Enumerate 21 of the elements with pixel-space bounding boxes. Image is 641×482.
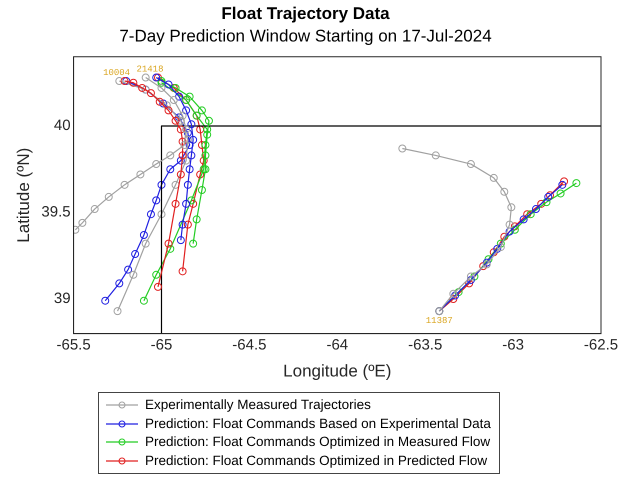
y-tick-label: 39: [54, 290, 71, 308]
legend-label: Experimentally Measured Trajectories: [145, 397, 371, 412]
x-tick-label: -64: [326, 336, 348, 354]
x-tick-label: -65.5: [56, 336, 91, 354]
chart-subtitle: 7-Day Prediction Window Starting on 17-Jul-2024: [119, 26, 492, 46]
annotation: 21418: [136, 64, 164, 74]
x-tick-label: -63: [502, 336, 524, 354]
x-tick-label: -64.5: [232, 336, 266, 354]
annotation: 11387: [426, 316, 453, 326]
legend-label: Prediction: Float Commands Optimized in Measured Flow: [145, 434, 490, 449]
y-axis-title: Latitude (ºN): [14, 148, 33, 243]
chart-title: Float Trajectory Data: [221, 4, 390, 23]
x-tick-label: -63.5: [408, 336, 442, 354]
x-axis-title: Longitude (ºE): [283, 361, 392, 380]
y-tick-label: 40: [54, 117, 71, 134]
annotation: 10004: [103, 68, 130, 78]
x-tick-label: -62.5: [584, 336, 618, 354]
x-tick-label: -65: [150, 336, 172, 354]
legend-label: Prediction: Float Commands Based on Experimental Data: [145, 416, 491, 430]
legend-label: Prediction: Float Commands Optimized in Predicted Flow: [145, 452, 488, 468]
y-tick-label: 39.5: [41, 204, 71, 221]
